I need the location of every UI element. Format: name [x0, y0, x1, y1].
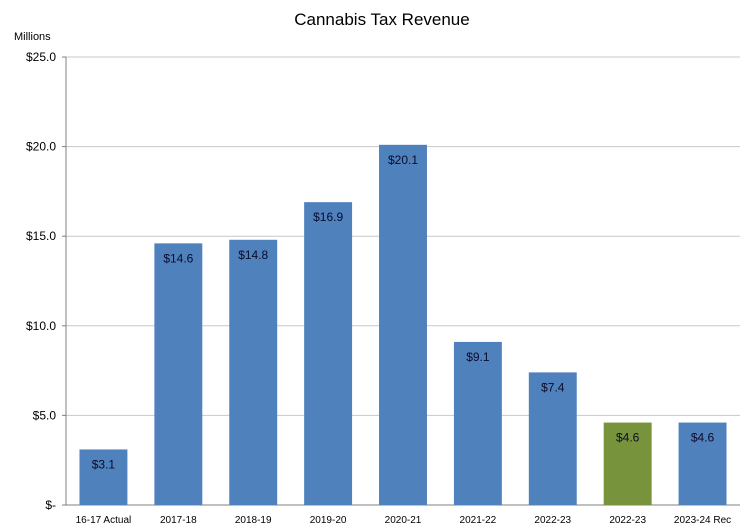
- y-unit-label: Millions: [14, 31, 51, 43]
- y-tick-label: $-: [45, 498, 56, 512]
- bar: [603, 422, 652, 505]
- bar: [453, 341, 502, 505]
- y-tick-label: $15.0: [26, 229, 56, 243]
- data-labels: $3.1 $14.6 $14.8 $16.9 $20.1 $9.1 $7.4 $4.6 $4.6: [92, 153, 715, 472]
- y-tick-label: $10.0: [26, 319, 56, 333]
- bar: [229, 239, 278, 505]
- data-label: $14.8: [238, 248, 268, 262]
- bar: [379, 144, 427, 506]
- data-label: $16.9: [313, 210, 343, 224]
- data-label: $3.1: [92, 457, 116, 471]
- bar: [154, 243, 203, 506]
- bars: [79, 144, 727, 506]
- bar: [304, 202, 353, 506]
- x-tick-label: 2022-23: [534, 515, 571, 526]
- bar: [678, 422, 727, 505]
- data-label: $4.6: [691, 431, 715, 445]
- bar: [79, 449, 128, 505]
- y-tick-label: $25.0: [26, 50, 56, 64]
- bar: [528, 372, 577, 505]
- y-tick-label: $20.0: [26, 140, 56, 154]
- data-label: $14.6: [163, 251, 193, 265]
- x-tick-label: 2021-22: [460, 515, 497, 526]
- data-label: $20.1: [388, 153, 418, 167]
- x-tick-label: 2020-21: [385, 515, 422, 526]
- y-tick-label: $5.0: [33, 408, 57, 422]
- x-tick-label: 2018-19: [235, 515, 272, 526]
- x-tick-label: 2023-24 Rec: [674, 515, 731, 526]
- x-tick-label: 2019-20: [310, 515, 347, 526]
- x-tick-label: 2017-18: [160, 515, 197, 526]
- x-axis-ticks: 16-17 Actual 2017-18 2018-19 2019-20 2020-21…: [76, 515, 732, 526]
- x-tick-label: 16-17 Actual: [76, 515, 132, 526]
- x-tick-label: 2022-23: [609, 515, 646, 526]
- chart-title: Cannabis Tax Revenue: [294, 10, 469, 29]
- data-label: $9.1: [466, 350, 490, 364]
- data-label: $7.4: [541, 380, 565, 394]
- data-label: $4.6: [616, 431, 640, 445]
- y-axis-ticks: $- $5.0 $10.0 $15.0 $20.0 $25.0: [26, 50, 66, 512]
